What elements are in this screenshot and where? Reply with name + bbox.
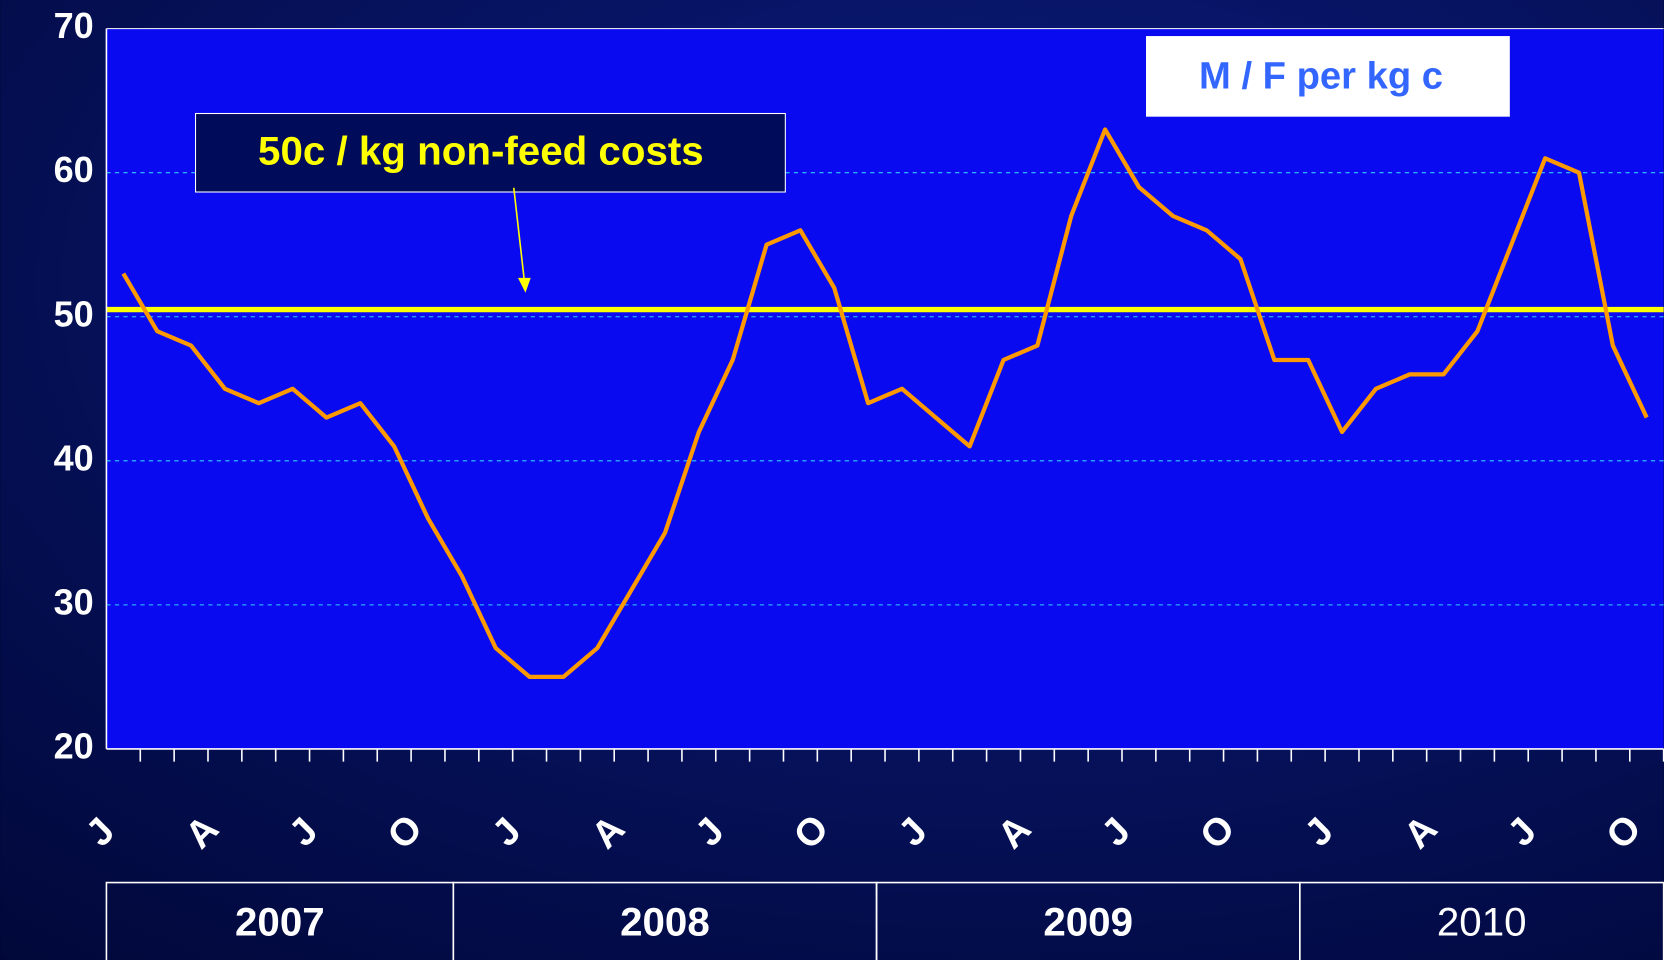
year-label: 2010 (1437, 900, 1527, 945)
annotation-box (195, 112, 786, 193)
series-line (121, 127, 1649, 680)
y-tick-label: 70 (54, 5, 94, 46)
annotation: 50c / kg non-feed costs (258, 128, 704, 173)
annotation-arrow (512, 187, 526, 282)
legend-label: M / F per kg c (1199, 55, 1443, 98)
y-tick-label: 20 (54, 725, 94, 766)
y-tick-label: 30 (54, 581, 94, 622)
y-tick-label: 60 (54, 149, 94, 190)
y-tick-label: 40 (54, 437, 94, 478)
year-label: 2008 (620, 900, 710, 945)
year-label: 2007 (235, 900, 325, 945)
year-label: 2009 (1043, 900, 1133, 945)
legend-box (1145, 36, 1510, 117)
annotation-arrowhead (518, 277, 531, 293)
y-tick-label: 50 (54, 293, 94, 334)
